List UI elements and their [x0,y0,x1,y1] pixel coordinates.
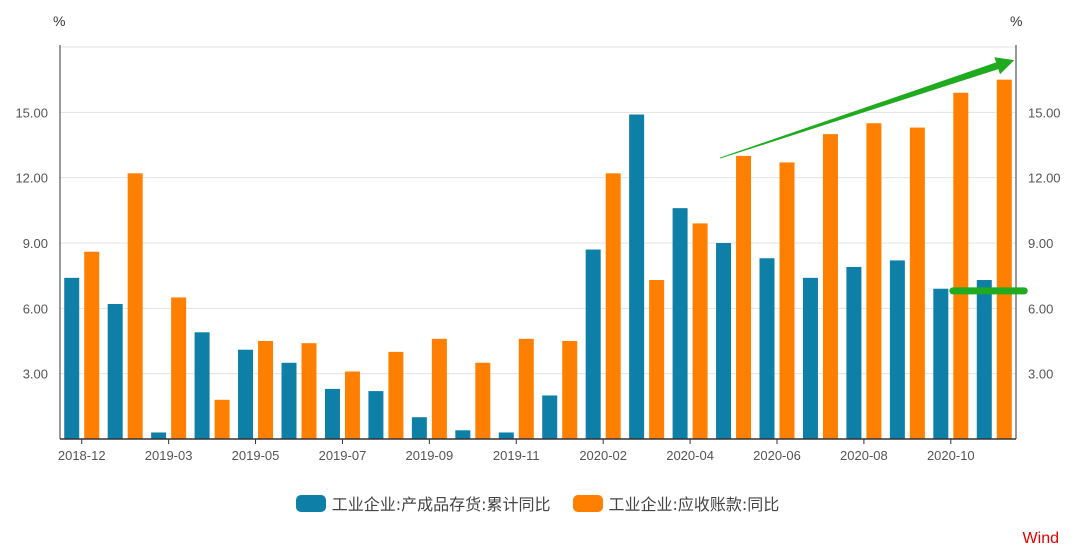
y-tick-label-right: 6.00 [1028,301,1053,316]
source-label: Wind [1022,530,1059,547]
bar-receivables[interactable] [909,127,925,440]
bar-inventory[interactable] [151,432,167,439]
legend-label-inventory: 工业企业:产成品存货:累计同比 [331,495,551,514]
bar-receivables[interactable] [214,399,230,439]
bar-inventory[interactable] [629,114,645,439]
bar-receivables[interactable] [953,92,969,439]
y-tick-label-left: 3.00 [23,367,48,382]
bar-receivables[interactable] [344,371,360,439]
x-tick-label: 2018-12 [58,448,106,463]
bar-chart: 3.00 3.00 6.00 6.00 9.00 9.00 12.00 12.00 15.00 1… [15,13,1060,463]
y-tick-label-right: 15.00 [1028,105,1061,120]
bar-receivables[interactable] [866,123,882,439]
bars-group [64,79,1012,440]
bar-receivables[interactable] [475,362,491,439]
bar-inventory[interactable] [976,280,992,439]
legend-label-receivables: 工业企业:应收账款:同比 [608,495,780,514]
bar-receivables[interactable] [518,338,534,439]
left-axis-unit: % [53,13,65,29]
bar-receivables[interactable] [388,351,404,439]
bar-inventory[interactable] [498,432,514,439]
bar-inventory[interactable] [238,349,254,439]
x-tick-label: 2019-11 [493,448,540,463]
bar-inventory[interactable] [716,243,732,439]
bar-receivables[interactable] [562,341,578,439]
bar-inventory[interactable] [672,208,688,439]
bar-inventory[interactable] [281,362,297,439]
y-tick-label-left: 6.00 [23,301,48,316]
bar-inventory[interactable] [368,391,384,439]
bar-receivables[interactable] [171,297,187,439]
x-tick-label: 2020-04 [666,448,714,463]
bar-inventory[interactable] [107,303,123,439]
bar-receivables[interactable] [301,343,317,439]
y-tick-label-right: 12.00 [1028,171,1061,186]
bar-receivables[interactable] [605,173,621,440]
legend-swatch-inventory [295,494,326,512]
x-tick-label: 2020-02 [579,448,627,463]
y-tick-label-right: 3.00 [1028,367,1053,382]
legend: 工业企业:产成品存货:累计同比 工业企业:应收账款:同比 [0,491,1075,515]
bar-inventory[interactable] [542,395,558,439]
bar-receivables[interactable] [822,134,838,439]
y-tick-label-left: 9.00 [23,236,48,251]
bar-inventory[interactable] [802,277,818,439]
bar-inventory[interactable] [411,417,427,439]
bar-receivables[interactable] [736,155,752,439]
bar-inventory[interactable] [759,258,775,439]
annotations [719,57,1028,295]
bar-inventory[interactable] [889,260,905,439]
bar-inventory[interactable] [194,332,210,439]
bar-receivables[interactable] [431,338,447,439]
bar-inventory[interactable] [933,288,949,439]
legend-item-receivables[interactable]: 工业企业:应收账款:同比 [572,491,780,515]
y-tick-label-left: 12.00 [15,171,48,186]
tick-labels: 3.00 3.00 6.00 6.00 9.00 9.00 12.00 12.00 15.00 1… [15,105,1060,463]
x-tick-label: 2020-10 [927,448,975,463]
bar-receivables[interactable] [692,223,708,439]
legend-swatch-receivables [572,494,603,512]
bar-receivables[interactable] [649,280,665,439]
x-tick-label: 2019-03 [145,448,193,463]
bar-inventory[interactable] [324,388,340,439]
bar-receivables[interactable] [84,251,100,439]
x-tick-label: 2019-09 [406,448,454,463]
x-tick-label: 2019-07 [319,448,367,463]
x-tick-label: 2020-06 [753,448,801,463]
bar-receivables[interactable] [779,162,795,439]
x-tick-label: 2019-05 [232,448,280,463]
axes [59,45,1017,444]
bar-inventory[interactable] [585,249,601,439]
bar-inventory[interactable] [64,277,80,439]
x-tick-label: 2020-08 [840,448,888,463]
bar-inventory[interactable] [846,266,862,439]
right-axis-unit: % [1010,13,1022,29]
y-tick-label-right: 9.00 [1028,236,1053,251]
bar-receivables[interactable] [996,79,1012,440]
bar-receivables[interactable] [258,341,274,439]
y-tick-label-left: 15.00 [15,105,48,120]
bar-inventory[interactable] [455,430,471,439]
trend-arrow [719,57,1015,159]
legend-item-inventory[interactable]: 工业企业:产成品存货:累计同比 [295,491,551,515]
bar-receivables[interactable] [127,173,143,440]
